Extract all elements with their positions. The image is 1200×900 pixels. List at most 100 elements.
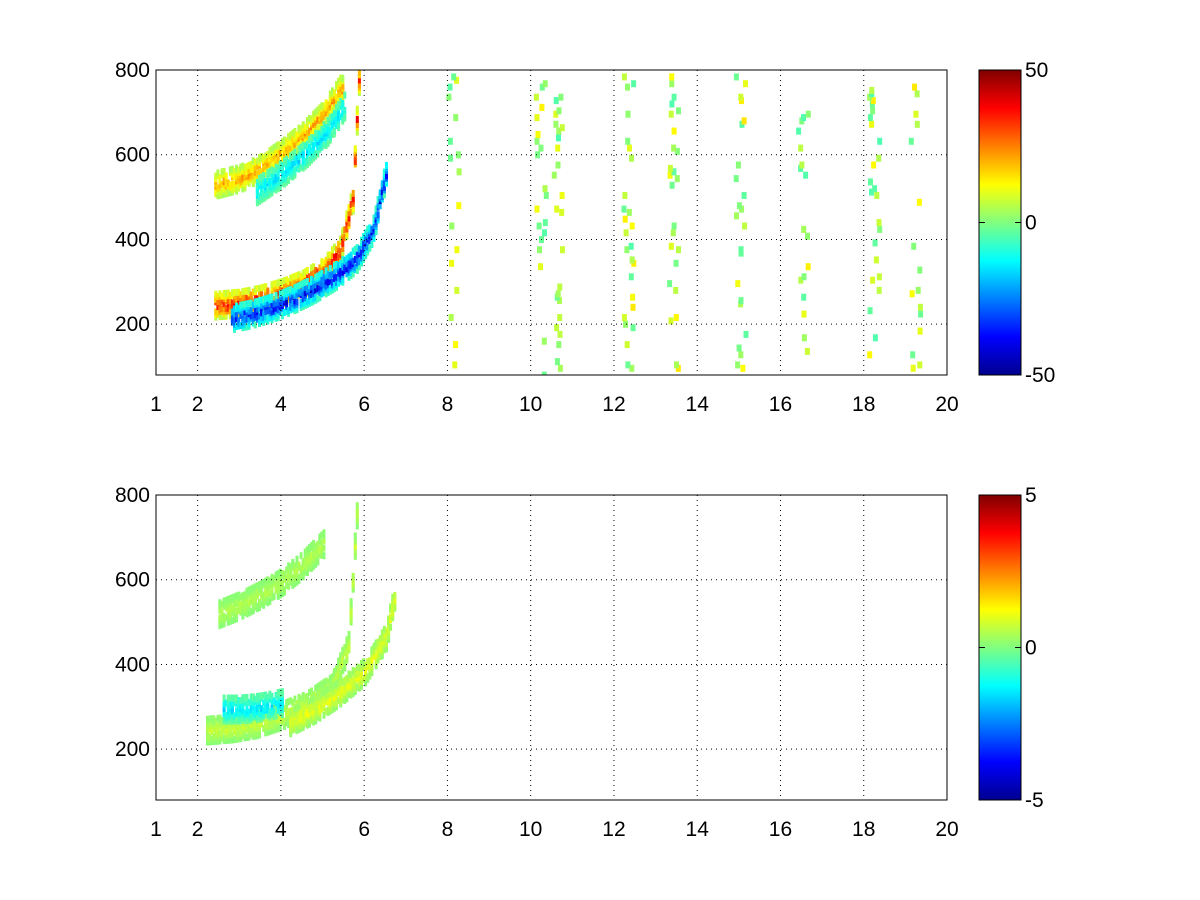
cell bbox=[258, 284, 261, 292]
cell bbox=[326, 264, 330, 272]
cell bbox=[316, 550, 320, 558]
cell bbox=[355, 244, 359, 252]
cell bbox=[328, 113, 332, 121]
cell bbox=[316, 295, 320, 303]
cell bbox=[293, 140, 297, 148]
cell bbox=[337, 121, 341, 129]
cell bbox=[287, 177, 291, 184]
cell bbox=[674, 147, 680, 155]
cell bbox=[228, 181, 232, 189]
cell bbox=[272, 592, 276, 600]
x-tick-label: 1 bbox=[150, 393, 162, 416]
cell bbox=[312, 142, 316, 149]
cell bbox=[218, 714, 222, 722]
cell bbox=[305, 556, 309, 564]
cell bbox=[299, 709, 303, 717]
cell bbox=[243, 179, 247, 187]
cell bbox=[303, 279, 307, 287]
cell bbox=[796, 127, 802, 135]
cell bbox=[239, 291, 243, 299]
cell bbox=[255, 285, 259, 293]
cell bbox=[339, 687, 343, 695]
cell bbox=[351, 257, 355, 265]
cell bbox=[214, 290, 218, 298]
cell bbox=[871, 161, 877, 169]
cell bbox=[357, 664, 361, 672]
cell bbox=[266, 287, 270, 295]
cell bbox=[353, 667, 357, 675]
cell bbox=[239, 311, 243, 319]
cell bbox=[258, 297, 261, 305]
cell bbox=[270, 727, 274, 735]
cell bbox=[255, 297, 259, 305]
cell bbox=[322, 536, 326, 544]
cell bbox=[355, 522, 359, 530]
cell bbox=[308, 297, 311, 305]
cell bbox=[353, 542, 357, 550]
cell bbox=[322, 286, 326, 294]
cell bbox=[347, 258, 351, 266]
cell bbox=[341, 110, 345, 117]
cell bbox=[378, 202, 382, 210]
cell bbox=[337, 108, 341, 116]
cell bbox=[237, 181, 241, 189]
cell bbox=[301, 692, 305, 699]
cell bbox=[355, 128, 359, 136]
cell bbox=[266, 576, 270, 584]
cell bbox=[276, 169, 280, 177]
cell bbox=[222, 597, 226, 605]
cell bbox=[235, 185, 239, 192]
cell bbox=[228, 731, 232, 739]
cell bbox=[740, 364, 746, 372]
cell bbox=[360, 670, 363, 678]
cell bbox=[272, 712, 276, 720]
cell bbox=[222, 290, 226, 297]
cell bbox=[214, 737, 218, 745]
cell bbox=[335, 688, 338, 695]
cell bbox=[251, 301, 255, 309]
cell bbox=[272, 295, 276, 303]
cell bbox=[870, 276, 876, 284]
cell bbox=[328, 684, 332, 692]
cell bbox=[274, 692, 278, 699]
cell bbox=[283, 308, 286, 316]
cell bbox=[308, 289, 311, 297]
cell bbox=[345, 225, 349, 233]
cell bbox=[274, 147, 278, 155]
cell bbox=[222, 167, 226, 175]
cell bbox=[301, 699, 305, 707]
cell bbox=[332, 694, 336, 702]
cell bbox=[297, 282, 301, 290]
cell bbox=[274, 581, 278, 589]
cell bbox=[272, 703, 276, 711]
cell bbox=[332, 253, 336, 261]
cell bbox=[260, 284, 264, 292]
cell bbox=[280, 294, 284, 302]
cell bbox=[355, 683, 359, 691]
cell bbox=[228, 189, 232, 197]
cell bbox=[239, 593, 243, 601]
cell bbox=[266, 294, 270, 302]
cell bbox=[671, 144, 677, 152]
cell bbox=[260, 585, 264, 593]
cell bbox=[555, 290, 561, 298]
cell bbox=[293, 128, 297, 135]
cell bbox=[538, 263, 543, 271]
x-tick-label: 10 bbox=[519, 818, 542, 841]
cell bbox=[303, 693, 307, 701]
cell bbox=[220, 608, 224, 616]
cell bbox=[869, 86, 875, 94]
cell bbox=[357, 70, 361, 76]
cell bbox=[289, 709, 293, 717]
cell bbox=[874, 192, 880, 199]
cell bbox=[312, 268, 316, 276]
cell bbox=[255, 724, 259, 732]
cell bbox=[299, 133, 303, 141]
cell bbox=[557, 283, 563, 291]
cell bbox=[237, 288, 241, 296]
cell bbox=[210, 715, 214, 723]
cell bbox=[237, 697, 241, 705]
cell bbox=[270, 573, 274, 581]
cell bbox=[320, 269, 324, 277]
